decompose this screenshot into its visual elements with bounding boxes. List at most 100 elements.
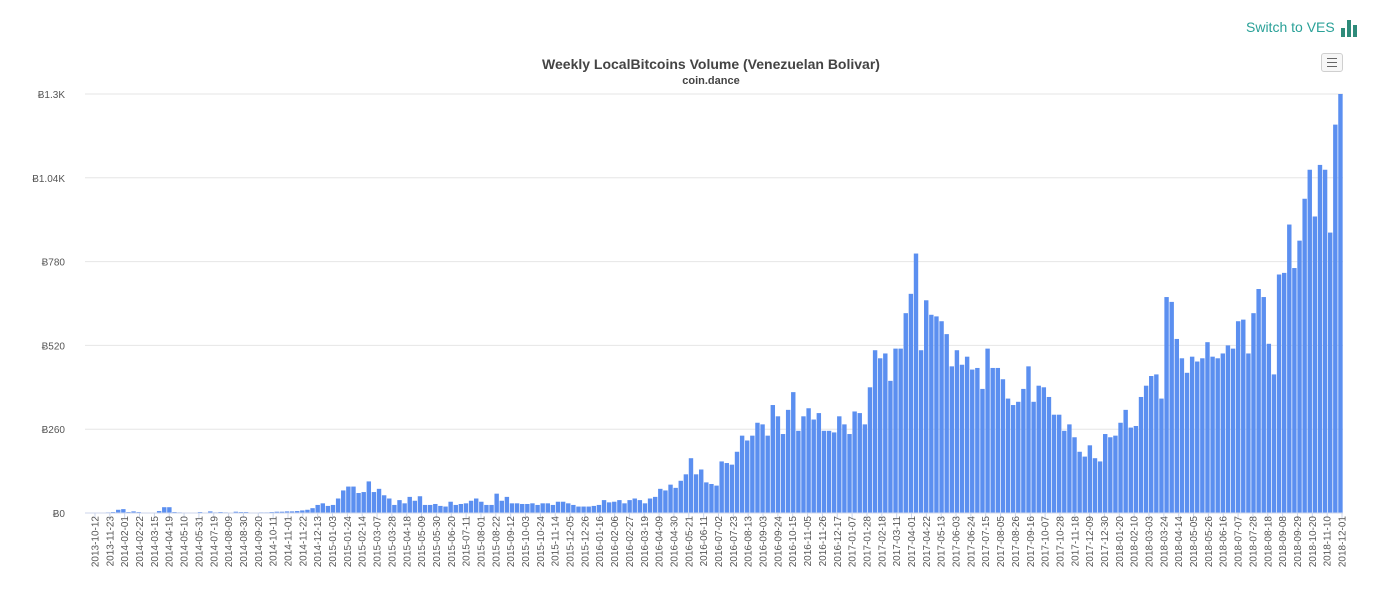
bar: [970, 369, 975, 513]
x-tick-label: 2013-11-23: [105, 516, 116, 567]
bar: [433, 503, 438, 513]
bar: [1072, 437, 1077, 513]
bar: [1251, 313, 1256, 513]
bar: [755, 422, 760, 513]
bar: [831, 432, 837, 513]
bar: [540, 503, 545, 513]
bar: [1200, 358, 1205, 513]
x-tick-label: 2015-02-14: [358, 516, 369, 568]
switch-to-ves-link[interactable]: Switch to VES: [1246, 19, 1335, 35]
x-tick-label: 2018-02-10: [1130, 516, 1141, 568]
x-tick-label: 2015-10-03: [521, 516, 532, 568]
bar: [888, 380, 893, 513]
bar: [320, 503, 325, 513]
x-tick-label: 2015-12-26: [580, 516, 591, 568]
bar: [842, 424, 847, 513]
bar: [719, 461, 724, 513]
bar: [310, 508, 315, 513]
x-tick-label: 2015-03-28: [387, 516, 398, 568]
x-tick-label: 2016-11-26: [818, 516, 829, 567]
bar: [852, 411, 857, 513]
bar: [571, 504, 576, 513]
bar: [770, 405, 776, 513]
bar: [131, 511, 136, 513]
bar: [484, 504, 489, 513]
bar: [903, 313, 908, 513]
bar: [811, 419, 816, 513]
bar: [924, 300, 929, 513]
x-tick-label: 2014-08-30: [239, 516, 250, 568]
chart-menu-button[interactable]: [1321, 53, 1343, 72]
bar: [765, 435, 770, 513]
bar: [438, 505, 443, 513]
x-tick-label: 2014-04-19: [165, 516, 176, 568]
x-tick-label: 2018-12-01: [1338, 516, 1349, 568]
chart-title: Weekly LocalBitcoins Volume (Venezuelan …: [542, 56, 880, 72]
bar: [555, 501, 561, 513]
bar: [284, 511, 290, 513]
bar: [1087, 445, 1093, 513]
x-tick-label: 2014-02-01: [120, 516, 131, 568]
bar: [1338, 94, 1343, 513]
bar: [1302, 198, 1307, 513]
bar: [1082, 456, 1087, 513]
x-tick-label: 2016-09-03: [759, 516, 770, 568]
bar: [576, 506, 581, 513]
bar: [847, 434, 852, 513]
bar: [617, 500, 622, 513]
bar: [417, 496, 423, 513]
x-tick-label: 2017-08-26: [1011, 516, 1022, 568]
y-tick-label: Ƀ1.3K: [38, 90, 66, 101]
bar: [642, 503, 648, 513]
bar: [535, 504, 540, 513]
bar: [683, 474, 689, 513]
bar: [1184, 372, 1190, 513]
bar: [652, 496, 658, 513]
bar: [959, 364, 965, 513]
bar: [1143, 385, 1149, 513]
bar: [412, 500, 418, 513]
bar: [627, 500, 632, 513]
bar: [1317, 164, 1323, 513]
bar: [678, 480, 683, 513]
bar: [1097, 461, 1103, 513]
bar: [939, 321, 944, 513]
bar: [1113, 435, 1118, 513]
x-tick-label: 2017-12-09: [1085, 516, 1096, 568]
x-tick-label: 2016-11-05: [803, 516, 814, 567]
x-tick-label: 2015-06-20: [447, 516, 458, 568]
bar: [1312, 216, 1318, 514]
bar-chart-icon[interactable]: [1341, 20, 1357, 37]
bar: [591, 505, 597, 513]
bar: [1179, 358, 1185, 513]
x-tick-label: 2017-04-01: [907, 516, 918, 568]
x-tick-label: 2017-01-28: [862, 516, 873, 568]
bar: [1261, 297, 1266, 513]
bar: [949, 366, 954, 513]
bar: [1174, 338, 1179, 513]
bar: [1149, 376, 1154, 513]
bar: [509, 503, 515, 513]
x-tick-label: 2018-06-16: [1219, 516, 1230, 568]
bar: [407, 496, 412, 513]
x-tick-label: 2018-03-03: [1145, 516, 1156, 568]
x-tick-label: 2014-10-11: [269, 516, 280, 567]
bar: [208, 511, 213, 513]
x-tick-label: 2017-03-11: [892, 516, 903, 567]
bar: [550, 504, 556, 513]
bar: [566, 503, 571, 513]
bar: [489, 504, 494, 513]
x-tick-label: 2018-08-18: [1263, 516, 1274, 568]
bar: [346, 486, 351, 513]
bar: [1333, 124, 1338, 514]
y-tick-label: Ƀ1.04K: [32, 174, 65, 185]
bar: [295, 511, 300, 513]
bar: [913, 253, 919, 514]
x-tick-label: 2016-04-30: [669, 516, 680, 568]
y-axis: Ƀ0 Ƀ260 Ƀ520 Ƀ780 Ƀ1.04K Ƀ1.3K: [32, 90, 65, 520]
bar: [1307, 169, 1312, 514]
bar: [162, 507, 167, 513]
bar: [837, 416, 842, 513]
bar: [964, 356, 970, 513]
